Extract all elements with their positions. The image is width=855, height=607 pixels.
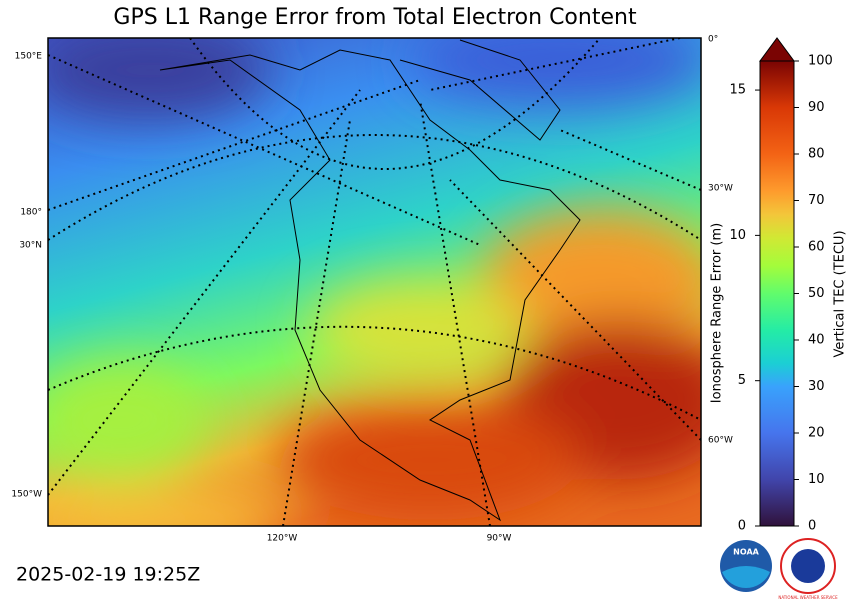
- tick-label: 10: [729, 228, 746, 243]
- range-axis-label: Ionosphere Range Error (m): [710, 223, 725, 403]
- tick-label: 20: [808, 426, 825, 441]
- title: GPS L1 Range Error from Total Electron C…: [113, 5, 637, 30]
- lon-label: 120°W: [267, 534, 298, 544]
- lon-label: 150°W: [11, 490, 42, 500]
- timestamp: 2025-02-19 19:25Z: [16, 564, 200, 586]
- tick-label: 5: [738, 373, 746, 388]
- lon-label: 30°W: [708, 184, 733, 194]
- tick-label: 0: [808, 519, 816, 534]
- lon-label: 90°W: [487, 534, 512, 544]
- tick-label: 100: [808, 54, 833, 69]
- tick-label: 15: [729, 83, 746, 98]
- map-labels: 150°E 180° 30°N 150°W 120°W 90°W 0° 30°W…: [11, 35, 733, 544]
- tick-label: 90: [808, 100, 825, 115]
- noaa-text: NOAA: [733, 548, 759, 557]
- tick-label: 10: [808, 472, 825, 487]
- colorbar-label: Vertical TEC (TECU): [833, 230, 848, 357]
- tick-label: 0: [738, 519, 746, 534]
- lon-label: 60°W: [708, 436, 733, 446]
- tick-label: 60: [808, 240, 825, 255]
- lon-label: 150°E: [15, 52, 43, 62]
- lat-label: 30°N: [19, 241, 42, 251]
- tick-label: 40: [808, 333, 825, 348]
- tick-label: 80: [808, 147, 825, 162]
- noaa-logo: NOAA: [720, 540, 772, 592]
- tick-label: 70: [808, 193, 825, 208]
- nws-text: NATIONAL WEATHER SERVICE: [778, 595, 838, 600]
- tick-label: 50: [808, 286, 825, 301]
- map: [48, 38, 701, 526]
- lon-label: 180°: [20, 208, 42, 218]
- map-frame: [47, 37, 702, 527]
- tick-label: 30: [808, 379, 825, 394]
- nws-logo: NATIONAL WEATHER SERVICE: [778, 538, 838, 600]
- colorbar: [759, 37, 795, 527]
- lon-label: 0°: [708, 35, 718, 45]
